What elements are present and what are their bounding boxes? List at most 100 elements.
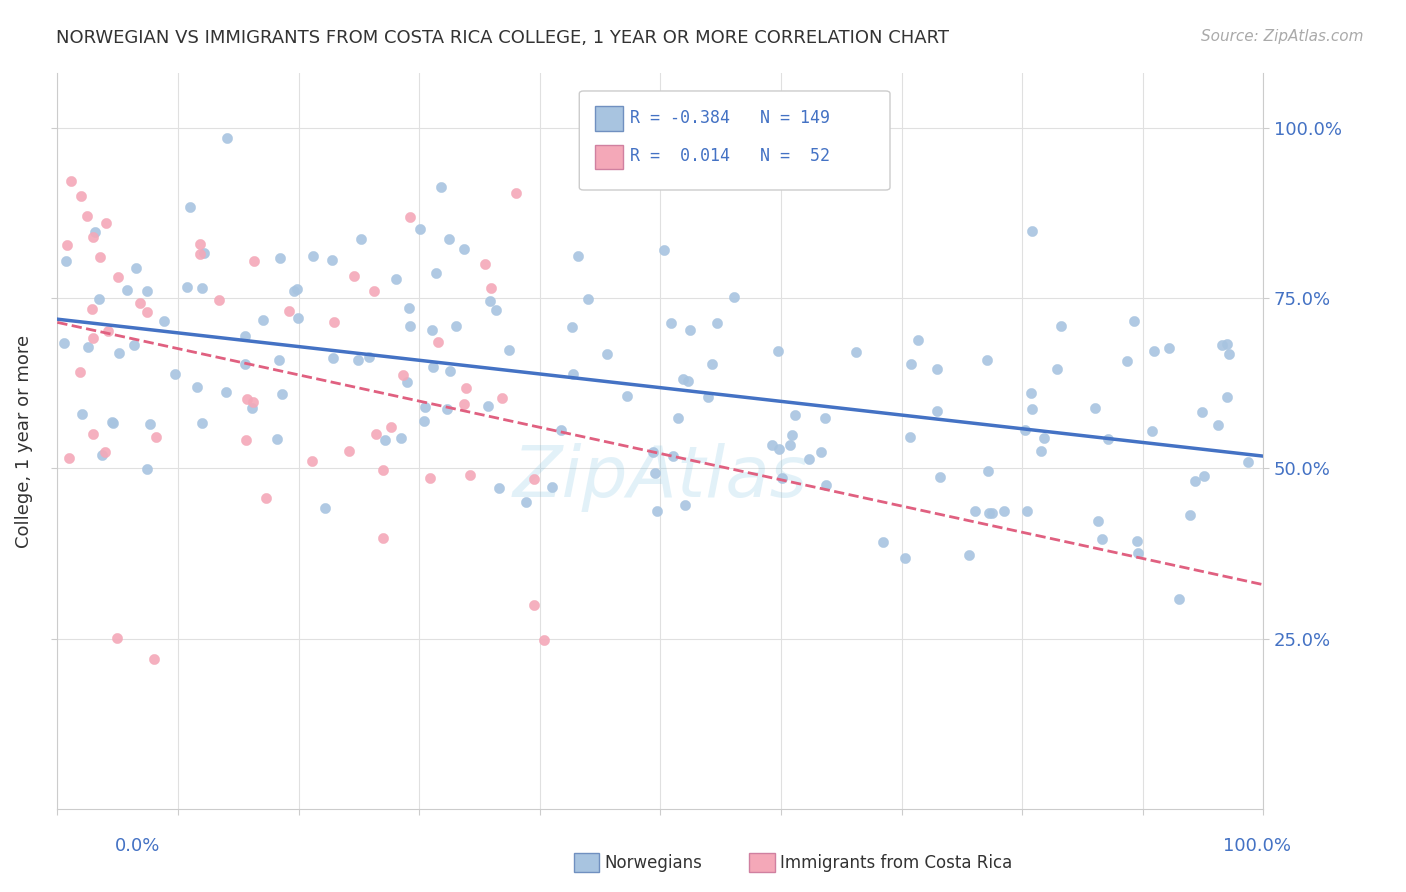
- Point: [285, 281, 308, 295]
- Point: [52, 335, 75, 350]
- Point: [1218, 346, 1240, 360]
- Point: [1140, 424, 1163, 438]
- Point: [193, 246, 215, 260]
- Point: [395, 375, 418, 389]
- Point: [208, 293, 231, 307]
- Point: [82, 302, 104, 317]
- Text: Norwegians: Norwegians: [605, 854, 703, 871]
- Point: [782, 428, 804, 442]
- Point: [505, 186, 527, 200]
- Text: Immigrants from Costa Rica: Immigrants from Costa Rica: [780, 854, 1012, 871]
- Point: [488, 481, 510, 495]
- Point: [374, 433, 396, 447]
- Point: [976, 464, 998, 478]
- Point: [419, 471, 441, 485]
- Point: [1167, 591, 1189, 606]
- Point: [283, 284, 305, 298]
- Point: [1191, 404, 1213, 418]
- Point: [1097, 432, 1119, 446]
- Point: [380, 420, 402, 434]
- Point: [679, 323, 702, 337]
- Point: [430, 179, 453, 194]
- Point: [907, 334, 929, 348]
- Point: [1216, 336, 1239, 351]
- Point: [485, 303, 508, 318]
- Point: [350, 232, 373, 246]
- Point: [363, 285, 385, 299]
- Point: [235, 434, 257, 448]
- Point: [898, 430, 921, 444]
- Point: [107, 270, 129, 285]
- Point: [1032, 431, 1054, 445]
- Point: [562, 367, 585, 381]
- Point: [135, 284, 157, 298]
- Point: [89, 250, 111, 264]
- Point: [117, 283, 139, 297]
- Point: [1050, 319, 1073, 334]
- Point: [82, 229, 104, 244]
- Point: [399, 210, 422, 224]
- Point: [1029, 443, 1052, 458]
- Point: [700, 357, 723, 371]
- Point: [122, 338, 145, 352]
- Point: [976, 353, 998, 368]
- Point: [498, 343, 520, 357]
- Point: [398, 319, 420, 334]
- Point: [1159, 341, 1181, 355]
- Point: [188, 236, 211, 251]
- Point: [770, 471, 793, 485]
- Point: [267, 353, 290, 368]
- Point: [1126, 545, 1149, 559]
- Point: [105, 631, 128, 645]
- Point: [347, 352, 370, 367]
- Point: [214, 384, 236, 399]
- Point: [929, 469, 952, 483]
- Point: [1091, 532, 1114, 546]
- Point: [894, 551, 917, 566]
- Point: [439, 232, 461, 246]
- Point: [373, 531, 395, 545]
- Point: [142, 652, 165, 666]
- Point: [108, 346, 131, 360]
- Point: [676, 374, 699, 388]
- Point: [186, 380, 208, 394]
- Point: [925, 361, 948, 376]
- Point: [845, 345, 868, 359]
- Point: [59, 174, 82, 188]
- Point: [337, 444, 360, 458]
- Point: [458, 468, 481, 483]
- Point: [977, 506, 1000, 520]
- Point: [1021, 224, 1043, 238]
- Point: [128, 296, 150, 310]
- Point: [413, 414, 436, 428]
- Point: [69, 365, 91, 379]
- Point: [77, 340, 100, 354]
- Point: [993, 503, 1015, 517]
- Point: [810, 445, 832, 459]
- Point: [103, 417, 125, 431]
- Point: [364, 427, 387, 442]
- Text: R = -0.384   N = 149: R = -0.384 N = 149: [630, 109, 830, 127]
- Point: [454, 381, 477, 395]
- Point: [662, 449, 685, 463]
- Point: [84, 225, 107, 239]
- Point: [176, 279, 198, 293]
- Point: [145, 430, 167, 444]
- Point: [389, 431, 412, 445]
- Point: [477, 399, 499, 413]
- Point: [1084, 401, 1107, 416]
- Point: [550, 423, 572, 437]
- Point: [243, 254, 266, 268]
- Point: [1015, 504, 1038, 518]
- Point: [641, 444, 664, 458]
- Point: [70, 407, 93, 421]
- Point: [322, 316, 344, 330]
- Point: [422, 323, 444, 337]
- Point: [82, 330, 104, 344]
- Point: [371, 463, 394, 477]
- Point: [426, 334, 449, 349]
- Point: [659, 316, 682, 330]
- Point: [673, 498, 696, 512]
- Point: [236, 392, 259, 407]
- Point: [422, 360, 444, 375]
